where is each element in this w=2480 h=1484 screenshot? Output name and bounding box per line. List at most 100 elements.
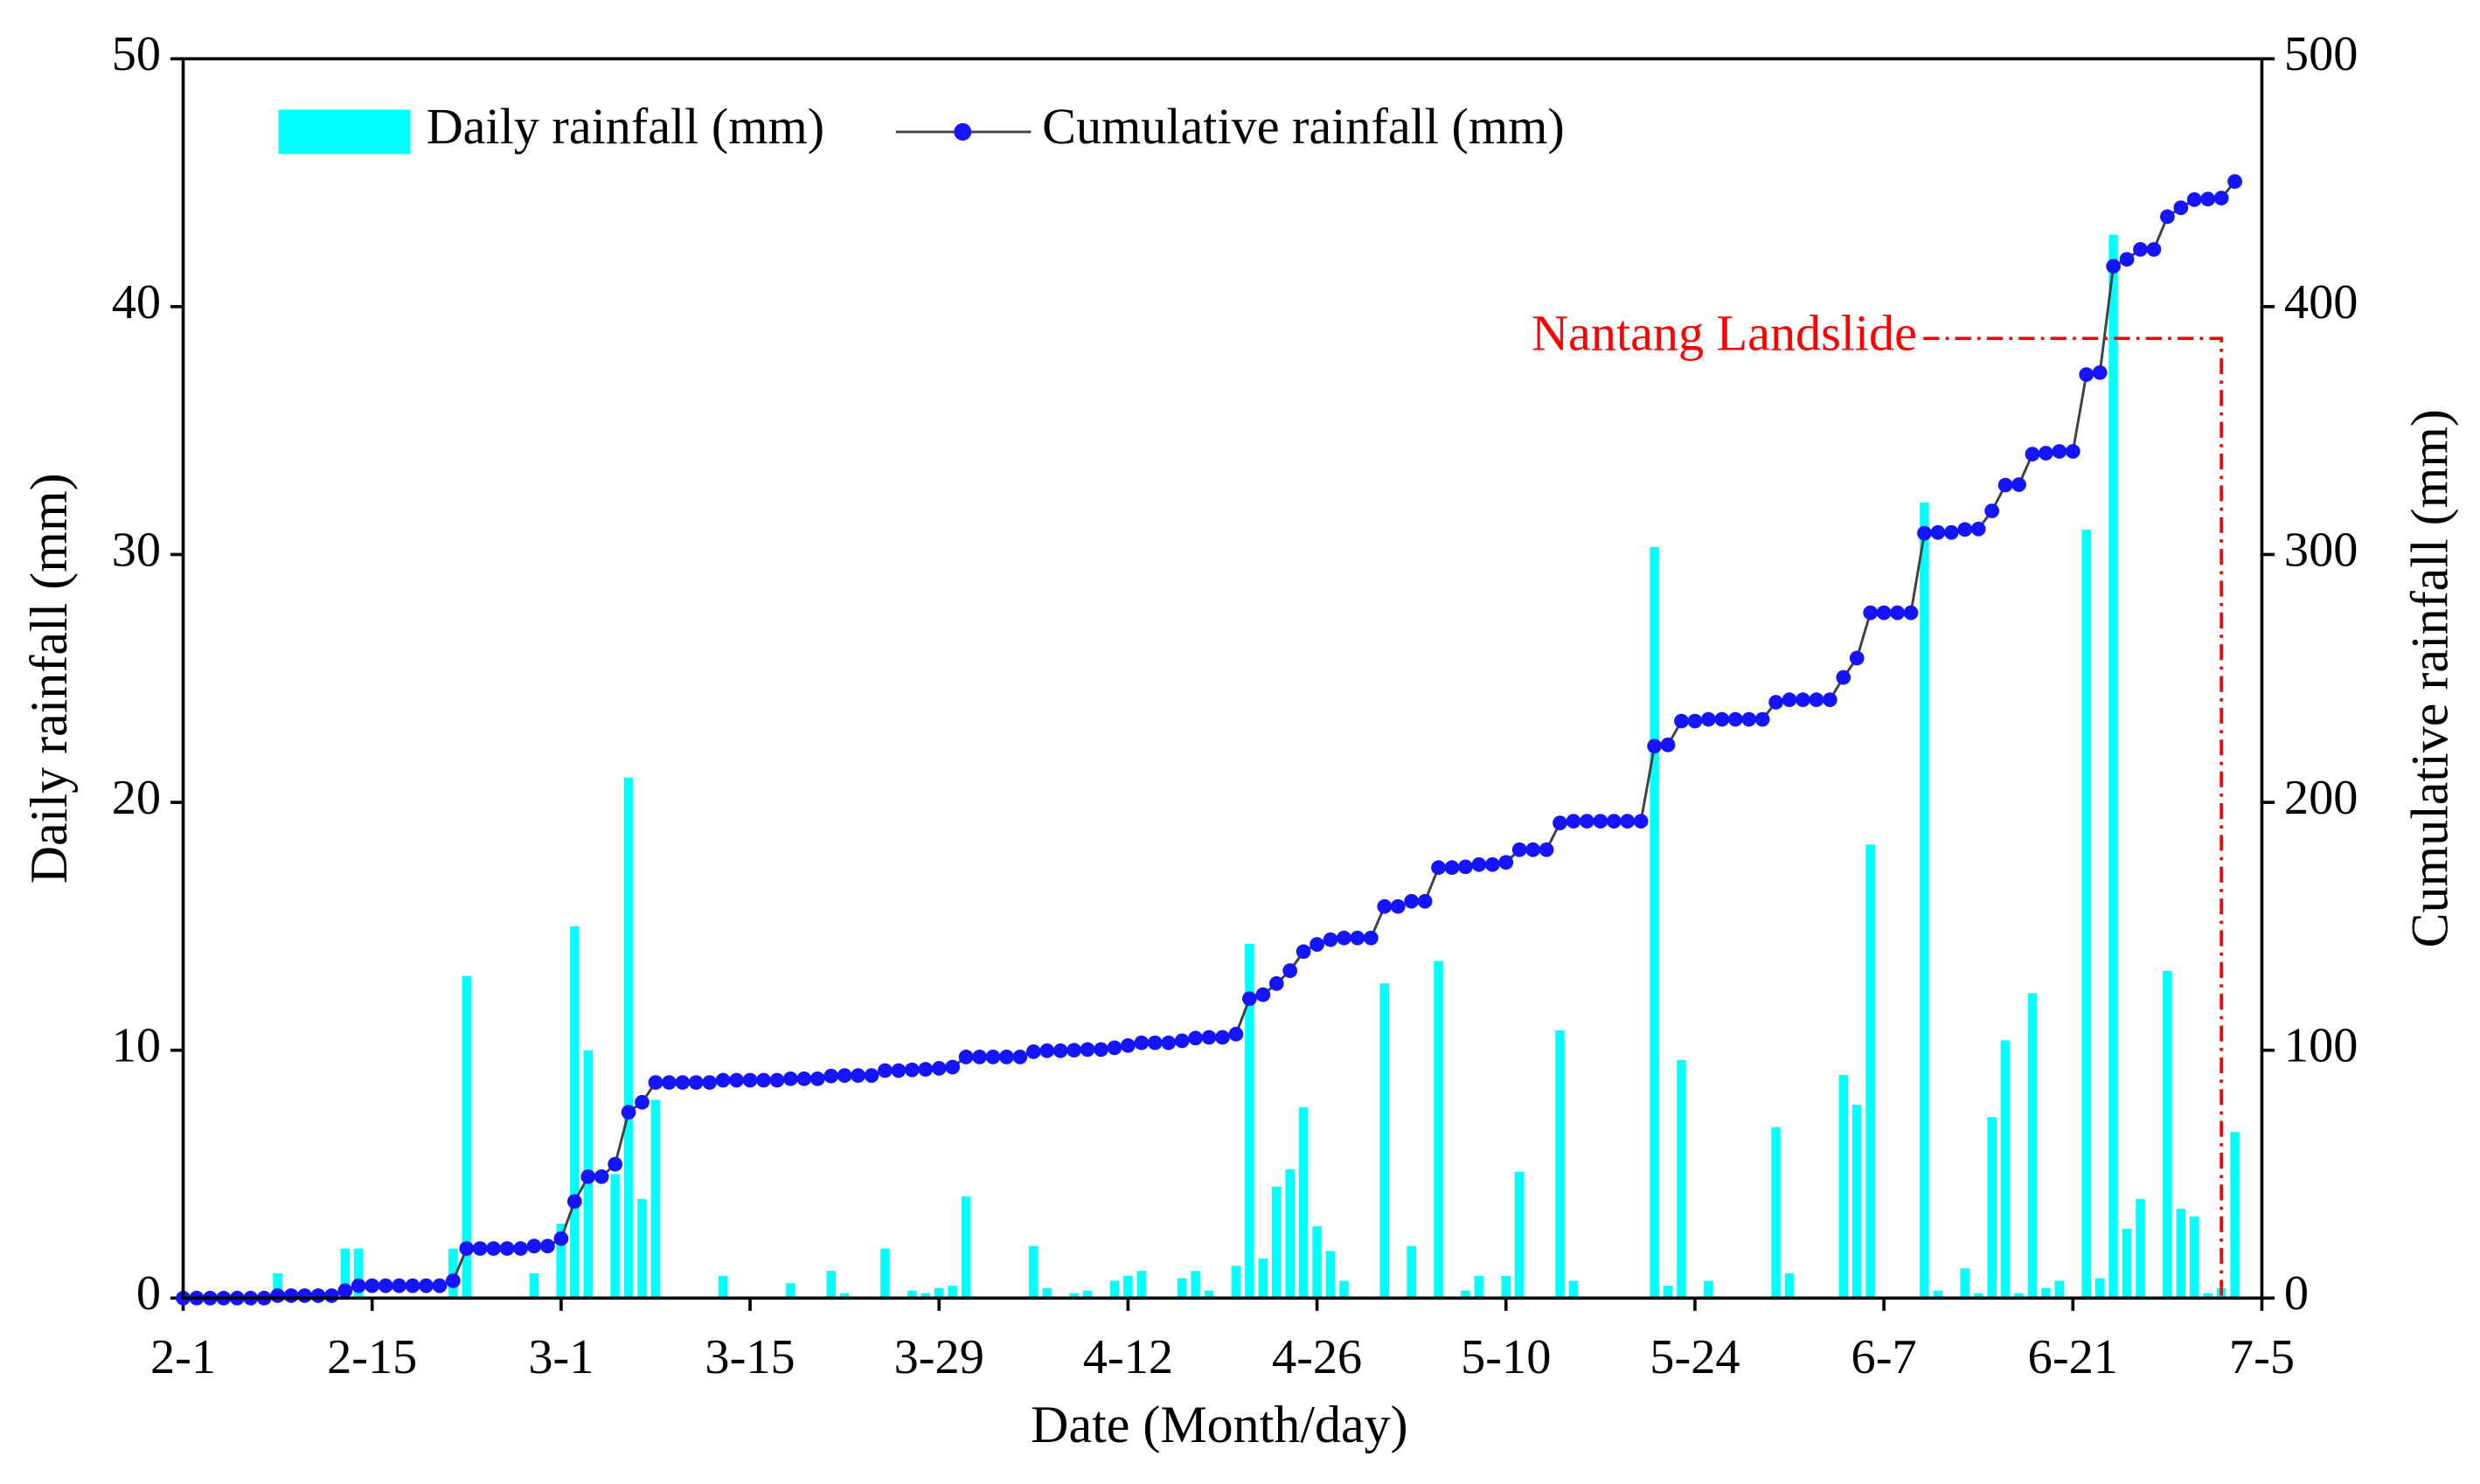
point (1390, 898, 1406, 914)
bar (1568, 1280, 1579, 1299)
point (1539, 842, 1554, 857)
point (648, 1075, 663, 1090)
bar (2122, 1228, 2132, 1299)
point (1727, 711, 1743, 727)
point (1754, 711, 1770, 727)
point (1620, 814, 1636, 829)
point (526, 1238, 542, 1254)
bar (1407, 1245, 1416, 1299)
bar (2000, 1040, 2011, 1299)
point (1444, 860, 1460, 876)
point (1228, 1026, 1244, 1042)
x-tick-label: 5-24 (1650, 1330, 1740, 1384)
bar (1784, 1272, 1795, 1299)
bar (1136, 1271, 1147, 1299)
bar (2163, 970, 2172, 1299)
point (999, 1049, 1014, 1064)
bar (1109, 1280, 1120, 1299)
point (2200, 191, 2216, 207)
point (1957, 522, 1973, 537)
point (2173, 200, 2189, 216)
point (1161, 1035, 1177, 1051)
point (1822, 692, 1837, 708)
point (675, 1075, 691, 1090)
bar (1960, 1268, 1970, 1299)
point (1525, 842, 1541, 857)
bar (1298, 1106, 1309, 1299)
point (432, 1278, 448, 1293)
bar (1461, 1290, 1470, 1299)
bar (1379, 983, 1390, 1299)
point (985, 1049, 1001, 1064)
bar (718, 1275, 728, 1299)
point (324, 1288, 339, 1303)
point (540, 1238, 555, 1254)
point (1836, 669, 1851, 685)
bar (2203, 1293, 2213, 1299)
bar (2108, 234, 2118, 1299)
point (2186, 191, 2202, 207)
bar (880, 1248, 890, 1299)
point (1094, 1042, 1108, 1058)
x-tick-label: 2-1 (150, 1330, 216, 1384)
bar (2136, 1198, 2145, 1299)
point (715, 1072, 731, 1088)
x-tick-label: 3-15 (705, 1330, 795, 1384)
point (904, 1062, 920, 1078)
plot-frame (181, 57, 2264, 1300)
point (283, 1288, 299, 1303)
bar (1245, 943, 1254, 1299)
bar (920, 1293, 931, 1299)
bar (1325, 1251, 1336, 1299)
bar (570, 926, 580, 1299)
point (1876, 605, 1892, 621)
point (756, 1072, 771, 1088)
point (1647, 739, 1662, 754)
point (1025, 1044, 1041, 1059)
y-tick-label: 30 (112, 523, 161, 577)
point (958, 1049, 974, 1064)
bar (1933, 1290, 1943, 1299)
bar (1474, 1275, 1484, 1299)
point (1174, 1033, 1190, 1049)
bar (637, 1198, 647, 1299)
point (1255, 987, 1271, 1002)
point (918, 1062, 934, 1077)
point (1282, 963, 1298, 979)
point (1796, 692, 1810, 708)
y-tick-label: 0 (136, 1266, 161, 1321)
bar (1191, 1271, 1200, 1299)
point (2092, 364, 2108, 380)
point (553, 1231, 569, 1246)
point (931, 1061, 947, 1076)
point (1350, 930, 1365, 946)
point (837, 1068, 852, 1083)
point (1484, 856, 1500, 872)
point (1511, 842, 1527, 857)
point (1147, 1035, 1163, 1051)
y-tick-label: 20 (112, 771, 161, 825)
point (688, 1075, 704, 1090)
point (2106, 259, 2121, 274)
point (459, 1241, 475, 1256)
point (1997, 477, 2013, 493)
bar (1501, 1275, 1511, 1299)
bar (1123, 1275, 1133, 1299)
x-tick-label: 7-5 (2229, 1330, 2295, 1384)
annotation-text: Nantang Landslide (1532, 305, 1917, 362)
bar (1339, 1280, 1349, 1299)
bar (1973, 1293, 1983, 1299)
y2-tick-label: 0 (2284, 1266, 2309, 1321)
bar (1082, 1290, 1093, 1299)
point (945, 1059, 961, 1075)
bar (1258, 1258, 1268, 1299)
point (769, 1072, 785, 1088)
x-tick-label: 3-29 (894, 1330, 984, 1384)
x-axis-title: Date (Month/day) (1031, 1396, 1407, 1453)
point (2025, 447, 2040, 461)
legend-label: Cumulative rainfall (mm) (1042, 98, 1565, 155)
point (1930, 524, 1946, 540)
point (1417, 893, 1433, 909)
point (378, 1278, 393, 1293)
